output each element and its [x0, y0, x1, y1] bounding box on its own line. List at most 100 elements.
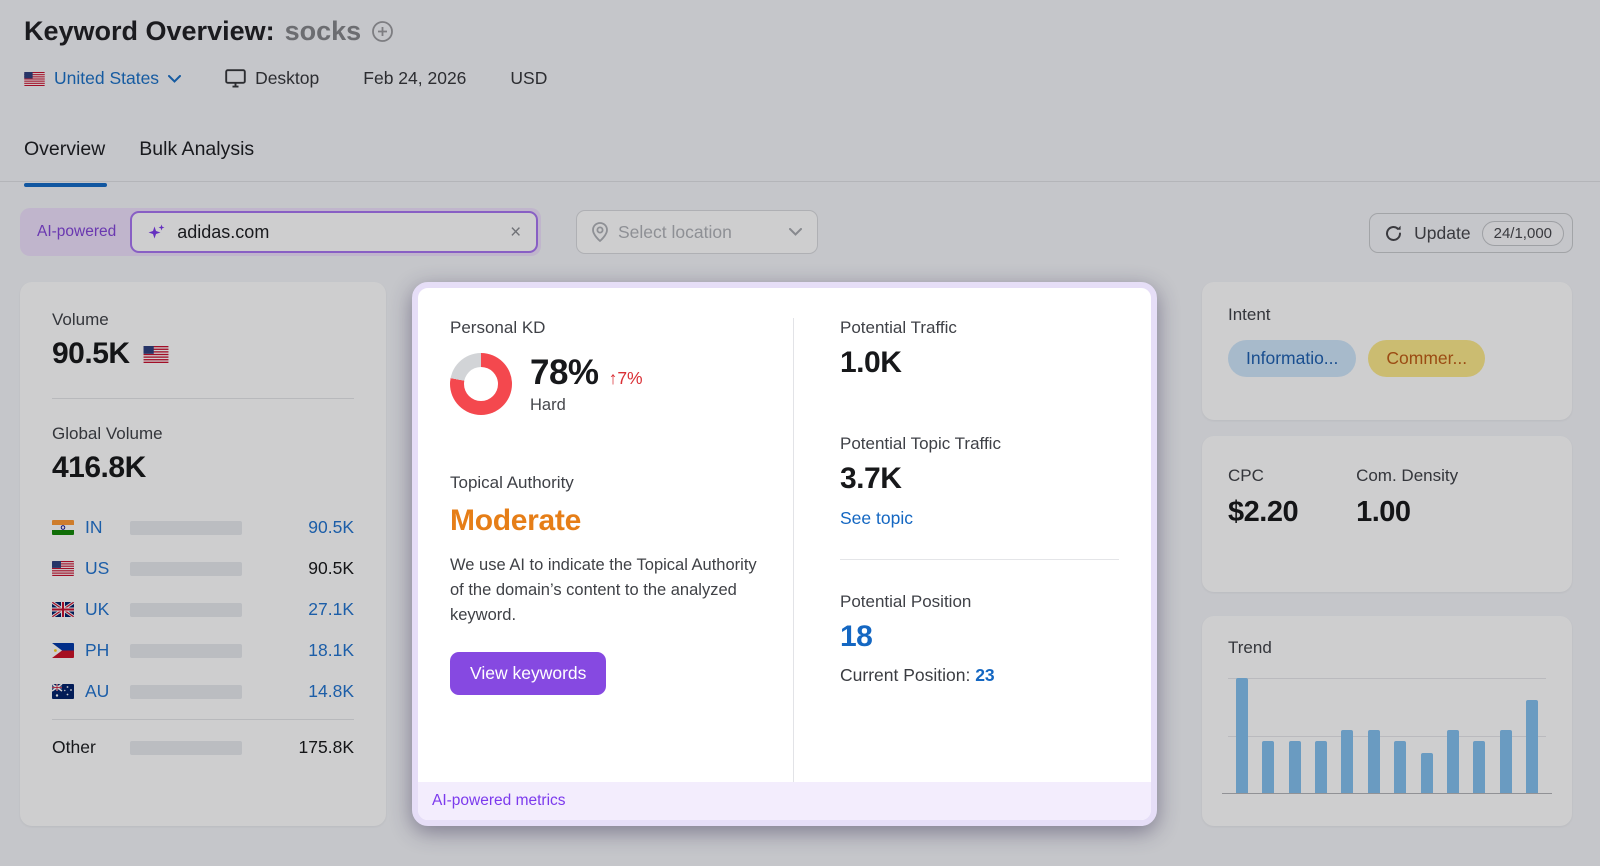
flag-ph-icon [52, 643, 74, 658]
trend-bar [1236, 678, 1248, 793]
country-row-uk: UK 27.1K [52, 589, 354, 630]
divider [52, 719, 354, 720]
com-density-label: Com. Density [1356, 466, 1459, 485]
gridline [1228, 736, 1546, 737]
currency-label: USD [510, 68, 548, 88]
kd-percent-value: 78% [530, 353, 599, 392]
trend-bar [1499, 729, 1512, 793]
country-volume-value[interactable]: 27.1K [308, 599, 354, 619]
ai-powered-metrics-label: AI-powered metrics [432, 792, 566, 809]
location-select[interactable]: Select location [576, 210, 818, 254]
topical-authority-label: Topical Authority [450, 473, 574, 492]
trend-bar [1367, 729, 1380, 793]
country-code: US [85, 558, 110, 578]
gridline [1228, 678, 1546, 679]
com-density-value: 1.00 [1356, 496, 1411, 528]
see-topic-link[interactable]: See topic [840, 508, 913, 528]
meta-row: United States Desktop Feb 24, 2026 USD [24, 68, 547, 89]
trend-bar [1288, 741, 1301, 793]
domain-input[interactable]: adidas.com × [130, 211, 539, 253]
personal-kd-label: Personal KD [450, 318, 546, 337]
divider [840, 559, 1119, 560]
trend-card: Trend [1202, 616, 1572, 826]
refresh-icon [1386, 225, 1402, 241]
current-position-value[interactable]: 23 [975, 665, 995, 685]
trend-bar [1473, 741, 1486, 793]
volume-card: Volume 90.5K Global Volume 416.8K IN 90.… [20, 282, 386, 826]
us-flag-icon [24, 71, 45, 86]
ai-powered-search-group: AI-powered adidas.com × [20, 208, 542, 256]
intent-card: Intent Informatio... Commer... [1202, 282, 1572, 420]
desktop-icon [225, 69, 246, 88]
country-volume-bar [130, 561, 242, 576]
add-keyword-icon[interactable] [371, 20, 394, 43]
flag-in-icon [52, 520, 74, 535]
tab-bulk-analysis-label: Bulk Analysis [139, 138, 255, 160]
potential-traffic-label: Potential Traffic [840, 318, 957, 337]
cpc-group: CPC $2.20 [1228, 466, 1299, 562]
trend-bar [1262, 741, 1275, 793]
potential-position-label: Potential Position [840, 592, 972, 611]
country-selector[interactable]: United States [24, 68, 182, 89]
other-countries-row: Other 175.8K [52, 727, 354, 768]
chevron-down-icon [168, 74, 182, 83]
country-volume-value[interactable]: 18.1K [308, 640, 354, 660]
update-button-label: Update [1414, 222, 1471, 243]
topical-authority-value: Moderate [450, 504, 581, 537]
clear-input-icon[interactable]: × [510, 221, 522, 243]
trend-bar [1341, 729, 1354, 793]
current-position-row: Current Position: 23 [840, 665, 1119, 686]
other-label: Other [52, 737, 96, 757]
trend-bar [1446, 729, 1459, 793]
country-volume-value[interactable]: 14.8K [308, 681, 354, 701]
topical-authority-description: We use AI to indicate the Topical Author… [450, 556, 757, 624]
country-code: UK [85, 599, 110, 619]
intent-badge-commercial[interactable]: Commer... [1368, 340, 1486, 377]
ai-powered-metrics-footer: AI-powered metrics [418, 782, 1151, 820]
device-label: Desktop [255, 68, 320, 88]
country-volume-bar [130, 602, 242, 617]
trend-bar [1420, 752, 1433, 793]
divider [52, 398, 354, 399]
current-position-label: Current Position: [840, 665, 976, 685]
sparkle-icon [148, 224, 165, 238]
ai-panel-right-column: Potential Traffic 1.0K Potential Topic T… [794, 318, 1119, 782]
active-tab-indicator [24, 183, 108, 187]
country-row-us: US 90.5K [52, 548, 354, 589]
country-volume-list: IN 90.5K US 90.5K UK 27.1K PH 18.1K [52, 507, 354, 768]
location-pin-icon [592, 222, 608, 242]
tabs-separator [0, 181, 1600, 182]
trend-bars [1236, 678, 1538, 793]
country-volume-value[interactable]: 90.5K [308, 517, 354, 537]
ai-powered-label: AI-powered [37, 223, 117, 240]
other-volume-value: 175.8K [298, 737, 354, 757]
update-button[interactable]: Update 24/1,000 [1369, 213, 1573, 253]
country-volume-bar [130, 643, 242, 658]
intent-label: Intent [1228, 305, 1271, 324]
intent-badge-informational[interactable]: Informatio... [1228, 340, 1357, 377]
country-selector-label: United States [54, 68, 160, 88]
cpc-card: CPC $2.20 Com. Density 1.00 [1202, 436, 1572, 592]
volume-value: 90.5K [52, 337, 130, 370]
domain-input-value: adidas.com [177, 221, 270, 242]
view-keywords-button[interactable]: View keywords [450, 652, 607, 696]
flag-au-icon [52, 684, 74, 699]
location-select-placeholder: Select location [618, 221, 732, 242]
tab-overview[interactable]: Overview [24, 138, 108, 187]
country-code: IN [85, 517, 103, 537]
chart-baseline [1222, 792, 1552, 794]
us-flag-icon [143, 345, 169, 363]
tab-bulk-analysis[interactable]: Bulk Analysis [139, 138, 254, 187]
trend-bar [1525, 699, 1538, 793]
country-volume-bar [130, 684, 242, 699]
country-row-in: IN 90.5K [52, 507, 354, 548]
kd-change-value: ↑7% [608, 368, 643, 388]
date-label: Feb 24, 2026 [363, 68, 467, 88]
kd-difficulty-label: Hard [530, 396, 566, 414]
device-indicator: Desktop [225, 68, 319, 89]
chevron-down-icon [789, 228, 802, 236]
flag-uk-icon [52, 602, 74, 617]
country-volume-value: 90.5K [308, 558, 354, 578]
com-density-group: Com. Density 1.00 [1356, 466, 1458, 562]
trend-bar [1394, 741, 1407, 793]
